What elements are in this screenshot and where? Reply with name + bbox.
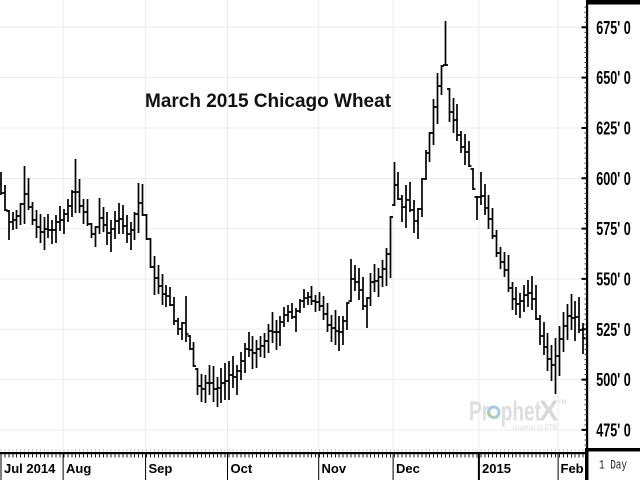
svg-text:650' 0: 650' 0: [596, 68, 631, 88]
svg-text:625' 0: 625' 0: [596, 119, 631, 139]
svg-text:475' 0: 475' 0: [596, 421, 631, 441]
svg-text:Prophet: Prophet: [469, 396, 541, 427]
svg-text:TM: TM: [558, 400, 567, 406]
svg-text:550' 0: 550' 0: [596, 270, 631, 290]
svg-text:675' 0: 675' 0: [596, 18, 631, 38]
svg-text:500' 0: 500' 0: [596, 370, 631, 390]
svg-text:575' 0: 575' 0: [596, 219, 631, 239]
svg-text:525' 0: 525' 0: [596, 320, 631, 340]
svg-text:1 Day: 1 Day: [599, 458, 627, 473]
svg-text:X: X: [539, 396, 559, 428]
svg-text:powered by DTN°: powered by DTN°: [513, 423, 559, 432]
svg-text:600' 0: 600' 0: [596, 169, 631, 189]
